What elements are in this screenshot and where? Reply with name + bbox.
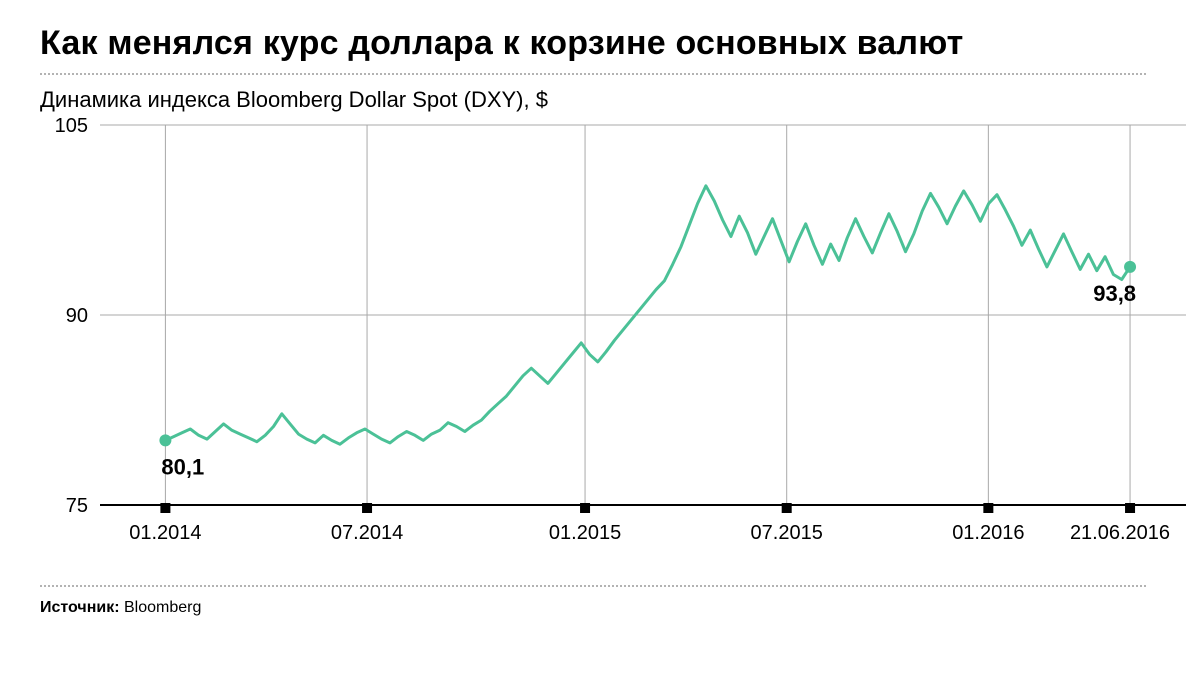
chart-subtitle: Динамика индекса Bloomberg Dollar Spot (… <box>40 87 1146 113</box>
dotted-divider-bottom <box>40 585 1146 587</box>
svg-text:07.2015: 07.2015 <box>751 522 823 544</box>
svg-text:01.2014: 01.2014 <box>129 522 201 544</box>
page-title: Как менялся курс доллара к корзине основ… <box>40 24 1146 63</box>
chart-svg: 7575909010510501.201407.201401.201507.20… <box>40 115 1186 575</box>
svg-text:80,1: 80,1 <box>161 454 204 479</box>
svg-text:01.2015: 01.2015 <box>549 522 621 544</box>
svg-text:93,8: 93,8 <box>1093 281 1136 306</box>
chart: 7575909010510501.201407.201401.201507.20… <box>40 115 1146 575</box>
source-value: Bloomberg <box>124 599 201 616</box>
svg-text:01.2016: 01.2016 <box>952 522 1024 544</box>
svg-text:105: 105 <box>55 115 88 137</box>
source-line: Источник: Bloomberg <box>40 599 1146 617</box>
dotted-divider-top <box>40 73 1146 75</box>
svg-text:75: 75 <box>66 495 88 517</box>
svg-text:21.06.2016: 21.06.2016 <box>1070 522 1170 544</box>
svg-text:07.2014: 07.2014 <box>331 522 403 544</box>
source-label: Источник: <box>40 599 120 616</box>
svg-text:90: 90 <box>66 305 88 327</box>
